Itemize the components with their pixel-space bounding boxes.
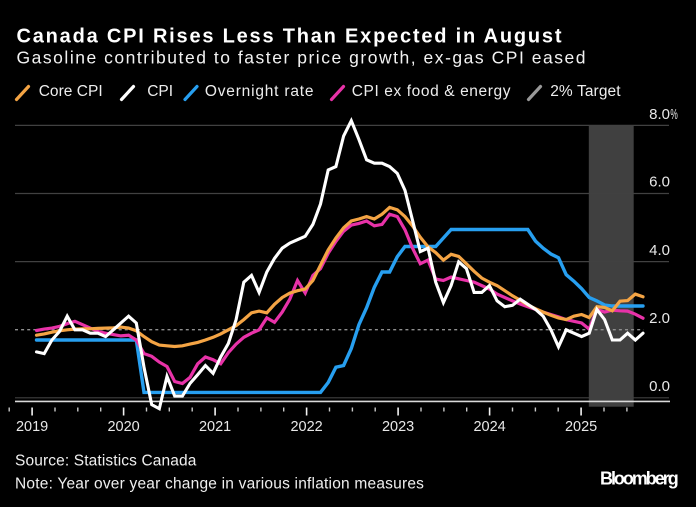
svg-text:Source: Statistics Canada: Source: Statistics Canada [15,453,197,470]
svg-text:2019: 2019 [16,419,48,435]
svg-text:0.0: 0.0 [649,378,670,395]
svg-text:Note: Year over year change in: Note: Year over year change in various i… [15,476,424,493]
svg-text:2% Target: 2% Target [550,83,621,100]
svg-text:CPI: CPI [147,83,173,100]
svg-text:2024: 2024 [473,419,505,435]
svg-text:2023: 2023 [382,419,414,435]
svg-text:6.0: 6.0 [649,174,670,191]
svg-text:2020: 2020 [107,419,139,435]
svg-text:2025: 2025 [565,419,597,435]
svg-text:%: % [670,106,677,123]
svg-text:Canada CPI Rises Less Than Exp: Canada CPI Rises Less Than Expected in A… [17,25,562,47]
svg-text:CPI ex food & energy: CPI ex food & energy [352,83,511,100]
svg-text:2.0: 2.0 [649,310,670,327]
svg-text:Core CPI: Core CPI [39,83,103,100]
svg-text:8.0: 8.0 [649,106,670,123]
svg-text:4.0: 4.0 [649,242,670,259]
svg-text:Overnight rate: Overnight rate [205,83,314,100]
svg-text:2022: 2022 [290,419,322,435]
svg-text:2021: 2021 [199,419,231,435]
svg-text:Bloomberg: Bloomberg [600,469,679,489]
svg-text:Gasoline contributed to faster: Gasoline contributed to faster price gro… [17,48,586,68]
